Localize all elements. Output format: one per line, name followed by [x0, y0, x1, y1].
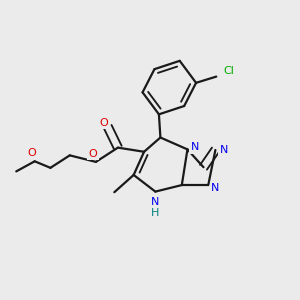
Text: O: O — [88, 148, 97, 159]
Text: N: N — [211, 183, 220, 193]
Text: O: O — [27, 148, 36, 158]
Text: N: N — [151, 197, 160, 207]
Text: N: N — [190, 142, 199, 152]
Text: H: H — [151, 208, 160, 218]
Text: N: N — [220, 145, 228, 155]
Text: O: O — [100, 118, 109, 128]
Text: Cl: Cl — [224, 66, 235, 76]
